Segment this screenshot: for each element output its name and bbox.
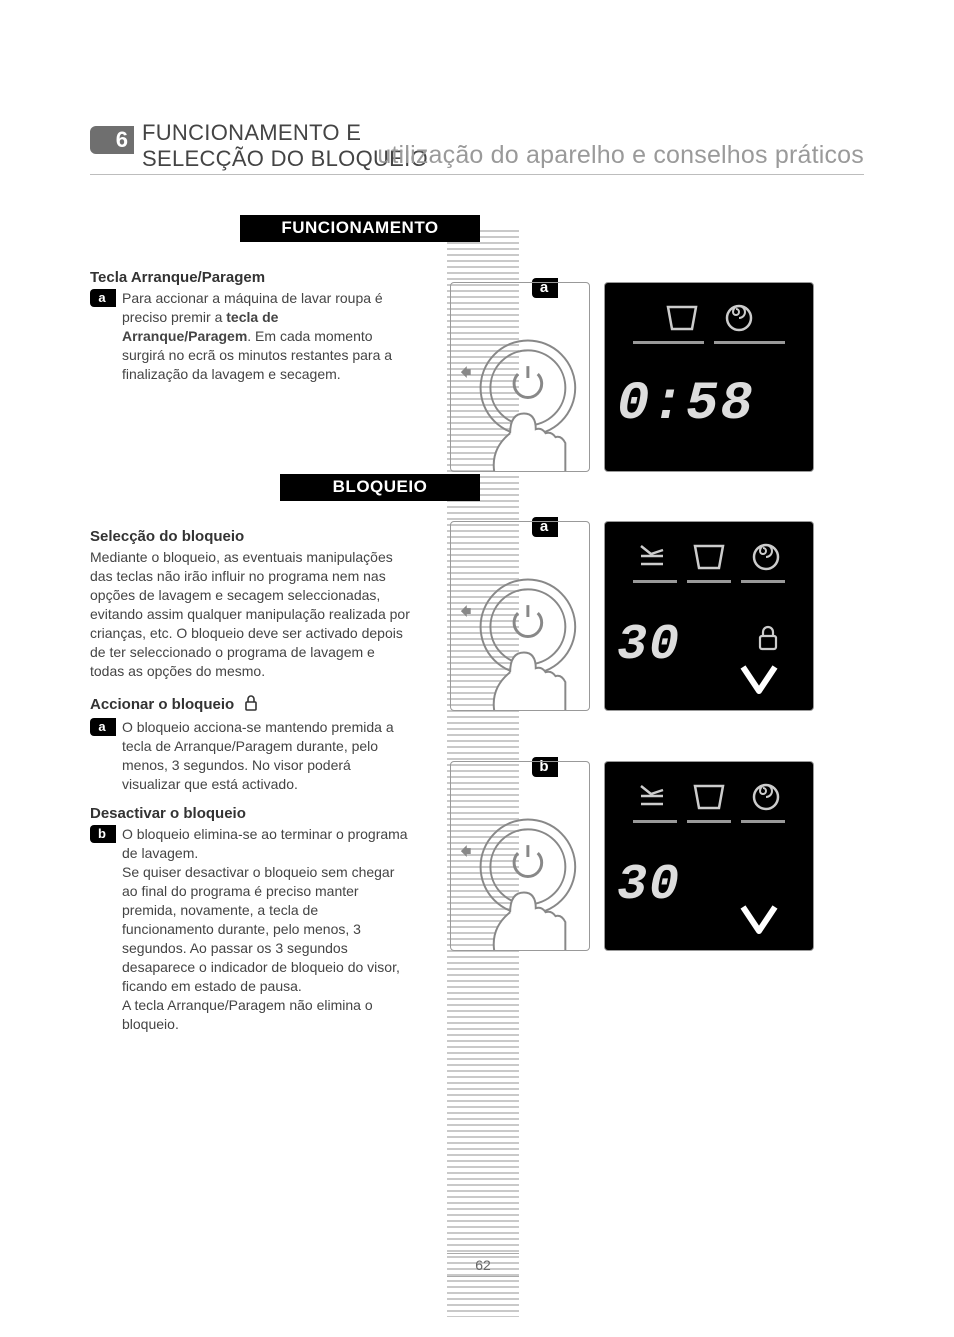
letter-b: b bbox=[90, 825, 116, 843]
press-button-illustration bbox=[450, 761, 590, 951]
letter-a-box: a bbox=[90, 289, 116, 307]
waves-icon bbox=[637, 782, 667, 812]
press-button-illustration bbox=[450, 521, 590, 711]
display-icons bbox=[605, 542, 813, 572]
letter-a: a bbox=[90, 289, 116, 307]
item-a-bloq: a O bloqueio acciona-se mantendo premida… bbox=[90, 718, 410, 794]
manual-page: 6 FUNCIONAMENTO E SELECÇÃO DO BLOQUEIO u… bbox=[0, 0, 954, 1337]
padlock-icon bbox=[244, 695, 258, 716]
panel-bloq-a: a bbox=[450, 521, 814, 711]
heading-desactivar: Desactivar o bloqueio bbox=[90, 804, 410, 823]
display-underbar bbox=[633, 580, 785, 583]
heading-tecla: Tecla Arranque/Paragem bbox=[90, 268, 410, 287]
item-b-t3: A tecla Arranque/Paragem não elimina o b… bbox=[122, 997, 373, 1032]
press-button-illustration bbox=[450, 282, 590, 472]
heading-accionar-text: Accionar o bloqueio bbox=[90, 696, 234, 713]
tub-icon bbox=[664, 303, 700, 333]
display-func-a: 0:58 bbox=[604, 282, 814, 472]
letter-a: a bbox=[90, 718, 116, 736]
spiral-icon bbox=[751, 542, 781, 572]
panel-bloq-b: b bbox=[450, 761, 814, 951]
chapter-title-line-1: FUNCIONAMENTO E bbox=[142, 120, 361, 145]
lock-icon bbox=[757, 625, 779, 656]
text-column-bloqueio: Selecção do bloqueio Mediante o bloqueio… bbox=[90, 521, 410, 1044]
arrow-down-icon bbox=[735, 663, 785, 708]
heading-seleccao: Selecção do bloqueio bbox=[90, 527, 410, 546]
section-funcionamento: Tecla Arranque/Paragem a Para accionar a… bbox=[90, 262, 864, 394]
section-bar-funcionamento: FUNCIONAMENTO bbox=[240, 215, 480, 242]
spiral-icon bbox=[724, 303, 754, 333]
display-underbar bbox=[633, 341, 785, 344]
item-a-text: Para accionar a máquina de lavar roupa é… bbox=[122, 289, 410, 384]
page-number: 62 bbox=[447, 1255, 519, 1275]
section-bar-bloqueio: BLOQUEIO bbox=[280, 474, 480, 501]
page-header: 6 FUNCIONAMENTO E SELECÇÃO DO BLOQUEIO u… bbox=[90, 120, 864, 175]
display-icons bbox=[605, 303, 813, 333]
display-digits-bloq-b: 30 bbox=[617, 857, 681, 914]
page-subtitle: utilização do aparelho e conselhos práti… bbox=[377, 141, 864, 170]
display-digits-func: 0:58 bbox=[617, 374, 755, 435]
item-a-text: O bloqueio acciona-se mantendo premida a… bbox=[122, 718, 410, 794]
item-b-t2: Se quiser desactivar o bloqueio sem cheg… bbox=[122, 864, 400, 994]
intro-bloqueio: Mediante o bloqueio, as eventuais manipu… bbox=[90, 548, 410, 681]
arrow-down-icon bbox=[735, 903, 785, 948]
section-bloqueio: Selecção do bloqueio Mediante o bloqueio… bbox=[90, 521, 864, 1044]
letter-a-box: a bbox=[90, 718, 116, 736]
item-b-t1: O bloqueio elimina-se ao terminar o prog… bbox=[122, 826, 408, 861]
display-bloq-b: 30 bbox=[604, 761, 814, 951]
item-a-func: a Para accionar a máquina de lavar roupa… bbox=[90, 289, 410, 384]
panel-func-a: a bbox=[450, 282, 814, 472]
tub-icon bbox=[691, 782, 727, 812]
chapter-number: 6 bbox=[90, 126, 134, 154]
display-icons bbox=[605, 782, 813, 812]
heading-accionar: Accionar o bloqueio bbox=[90, 695, 410, 716]
image-column-bloqueio: a bbox=[410, 521, 864, 1044]
image-column-funcionamento: a bbox=[410, 262, 864, 394]
item-b-text: O bloqueio elimina-se ao terminar o prog… bbox=[122, 825, 410, 1034]
tub-icon bbox=[691, 542, 727, 572]
letter-b-box: b bbox=[90, 825, 116, 843]
display-underbar bbox=[633, 820, 785, 823]
display-digits-bloq-a: 30 bbox=[617, 617, 681, 674]
spiral-icon bbox=[751, 782, 781, 812]
display-bloq-a: 30 bbox=[604, 521, 814, 711]
text-column-funcionamento: Tecla Arranque/Paragem a Para accionar a… bbox=[90, 262, 410, 394]
item-b-bloq: b O bloqueio elimina-se ao terminar o pr… bbox=[90, 825, 410, 1034]
waves-icon bbox=[637, 542, 667, 572]
